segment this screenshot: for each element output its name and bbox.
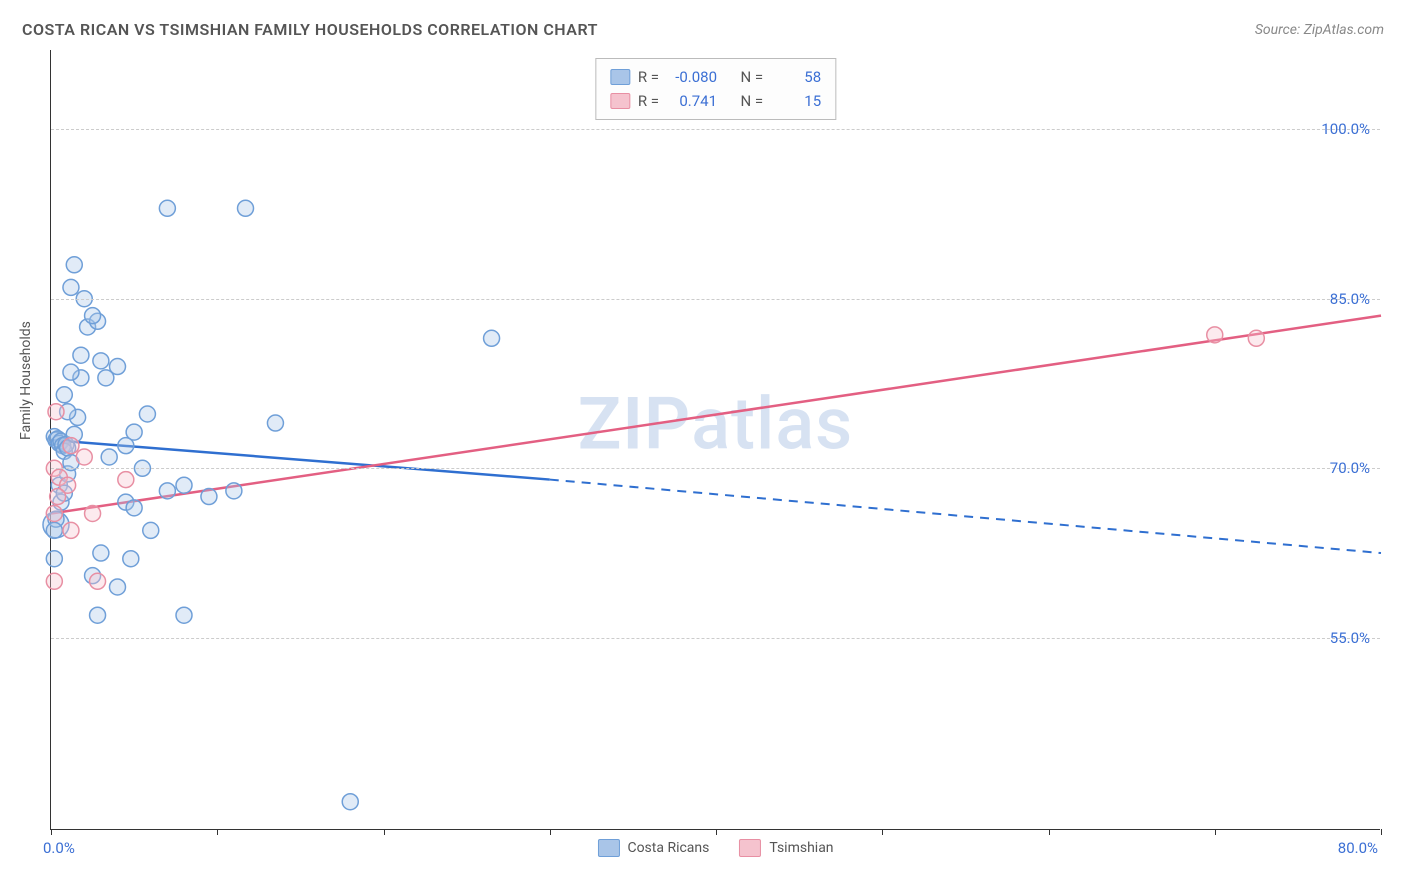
- data-point: [143, 522, 159, 538]
- data-point: [93, 545, 109, 561]
- x-tick: [882, 829, 883, 835]
- data-point: [126, 500, 142, 516]
- stat-n-label: N =: [741, 89, 764, 113]
- data-point: [342, 794, 358, 810]
- data-point: [118, 472, 134, 488]
- data-point: [56, 387, 72, 403]
- y-tick-label: 100.0%: [1321, 120, 1370, 138]
- stats-legend: R = -0.080 N = 58 R = 0.741 N = 15: [595, 58, 836, 120]
- data-point: [159, 483, 175, 499]
- stat-n-value-1: 15: [771, 89, 821, 113]
- data-point: [484, 330, 500, 346]
- data-point: [48, 404, 64, 420]
- data-point: [46, 505, 62, 521]
- data-point: [1207, 327, 1223, 343]
- data-point: [176, 607, 192, 623]
- y-tick-label: 85.0%: [1330, 290, 1370, 308]
- stat-r-label: R =: [638, 89, 659, 113]
- data-point: [139, 406, 155, 422]
- chart-title: COSTA RICAN VS TSIMSHIAN FAMILY HOUSEHOL…: [22, 20, 598, 39]
- data-point: [63, 522, 79, 538]
- stat-r-value-0: -0.080: [667, 65, 717, 89]
- x-tick: [716, 829, 717, 835]
- source-label: Source: ZipAtlas.com: [1255, 22, 1384, 38]
- stat-r-value-1: 0.741: [667, 89, 717, 113]
- x-tick: [1381, 829, 1382, 835]
- legend-label: Costa Ricans: [627, 840, 709, 856]
- x-tick: [384, 829, 385, 835]
- stat-n-label: N =: [741, 65, 764, 89]
- gridline: [51, 638, 1380, 639]
- y-tick-label: 70.0%: [1330, 459, 1370, 477]
- gridline: [51, 299, 1380, 300]
- gridline: [51, 129, 1380, 130]
- legend-bottom: Costa Ricans Tsimshian: [597, 839, 833, 857]
- data-point: [238, 200, 254, 216]
- data-point: [123, 551, 139, 567]
- data-point: [226, 483, 242, 499]
- data-point: [46, 522, 62, 538]
- data-point: [90, 607, 106, 623]
- x-tick: [51, 829, 52, 835]
- data-point: [159, 200, 175, 216]
- x-axis-min-label: 0.0%: [43, 839, 75, 857]
- scatter-svg: [51, 50, 1381, 830]
- data-point: [176, 477, 192, 493]
- swatch-tsimshian: [610, 93, 630, 109]
- stats-row-costa-ricans: R = -0.080 N = 58: [610, 65, 821, 89]
- data-point: [118, 438, 134, 454]
- data-point: [46, 551, 62, 567]
- data-point: [267, 415, 283, 431]
- data-point: [85, 308, 101, 324]
- legend-label: Tsimshian: [769, 840, 833, 856]
- data-point: [110, 579, 126, 595]
- data-point: [110, 359, 126, 375]
- data-point: [90, 573, 106, 589]
- data-point: [1248, 330, 1264, 346]
- data-point: [50, 489, 66, 505]
- data-point: [101, 449, 117, 465]
- data-point: [201, 489, 217, 505]
- data-point: [63, 364, 79, 380]
- data-point: [63, 438, 79, 454]
- x-tick: [1049, 829, 1050, 835]
- data-point: [93, 353, 109, 369]
- x-tick: [1215, 829, 1216, 835]
- swatch-costa-ricans: [610, 69, 630, 85]
- plot-area: ZIPatlas R = -0.080 N = 58 R = 0.741 N =…: [50, 50, 1380, 830]
- legend-item-tsimshian: Tsimshian: [739, 839, 833, 857]
- data-point: [46, 573, 62, 589]
- x-tick: [217, 829, 218, 835]
- swatch-costa-ricans: [597, 839, 619, 857]
- x-tick: [550, 829, 551, 835]
- y-axis-title: Family Households: [18, 321, 34, 440]
- x-axis-max-label: 80.0%: [1338, 839, 1378, 857]
- data-point: [63, 279, 79, 295]
- stat-r-label: R =: [638, 65, 659, 89]
- data-point: [76, 449, 92, 465]
- data-point: [85, 505, 101, 521]
- gridline: [51, 468, 1380, 469]
- legend-item-costa-ricans: Costa Ricans: [597, 839, 709, 857]
- y-tick-label: 55.0%: [1330, 629, 1370, 647]
- data-point: [66, 257, 82, 273]
- stat-n-value-0: 58: [771, 65, 821, 89]
- data-point: [73, 347, 89, 363]
- stats-row-tsimshian: R = 0.741 N = 15: [610, 89, 821, 113]
- swatch-tsimshian: [739, 839, 761, 857]
